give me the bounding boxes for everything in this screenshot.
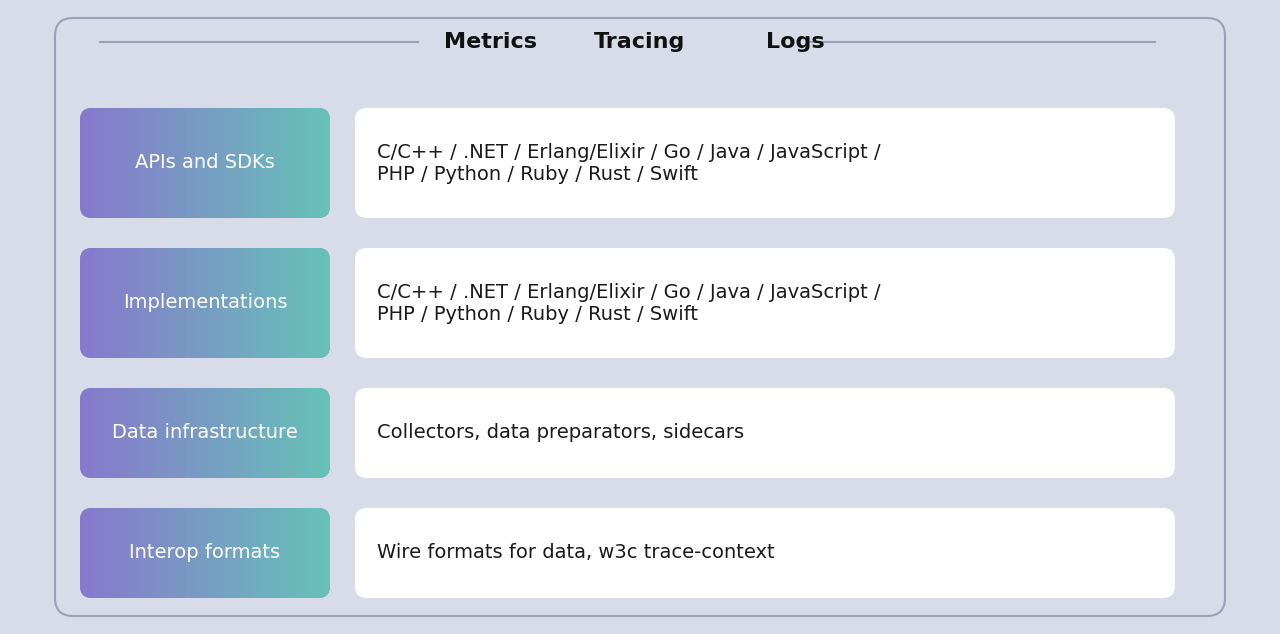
Text: C/C++ / .NET / Erlang/Elixir / Go / Java / JavaScript /: C/C++ / .NET / Erlang/Elixir / Go / Java… <box>378 143 881 162</box>
FancyBboxPatch shape <box>79 108 330 218</box>
FancyBboxPatch shape <box>55 18 1225 616</box>
Text: Data infrastructure: Data infrastructure <box>113 424 298 443</box>
Text: Tracing: Tracing <box>594 32 686 52</box>
Text: Logs: Logs <box>765 32 824 52</box>
Text: C/C++ / .NET / Erlang/Elixir / Go / Java / JavaScript /: C/C++ / .NET / Erlang/Elixir / Go / Java… <box>378 283 881 302</box>
FancyBboxPatch shape <box>355 108 1175 218</box>
Text: Metrics: Metrics <box>443 32 536 52</box>
Text: Interop formats: Interop formats <box>129 543 280 562</box>
Text: Collectors, data preparators, sidecars: Collectors, data preparators, sidecars <box>378 424 744 443</box>
Text: Implementations: Implementations <box>123 294 287 313</box>
FancyBboxPatch shape <box>79 248 330 358</box>
FancyBboxPatch shape <box>355 248 1175 358</box>
Text: Wire formats for data, w3c trace-context: Wire formats for data, w3c trace-context <box>378 543 774 562</box>
FancyBboxPatch shape <box>79 388 330 478</box>
Text: PHP / Python / Ruby / Rust / Swift: PHP / Python / Ruby / Rust / Swift <box>378 304 698 323</box>
FancyBboxPatch shape <box>79 508 330 598</box>
FancyBboxPatch shape <box>355 388 1175 478</box>
Text: APIs and SDKs: APIs and SDKs <box>136 153 275 172</box>
Text: PHP / Python / Ruby / Rust / Swift: PHP / Python / Ruby / Rust / Swift <box>378 164 698 183</box>
FancyBboxPatch shape <box>355 508 1175 598</box>
